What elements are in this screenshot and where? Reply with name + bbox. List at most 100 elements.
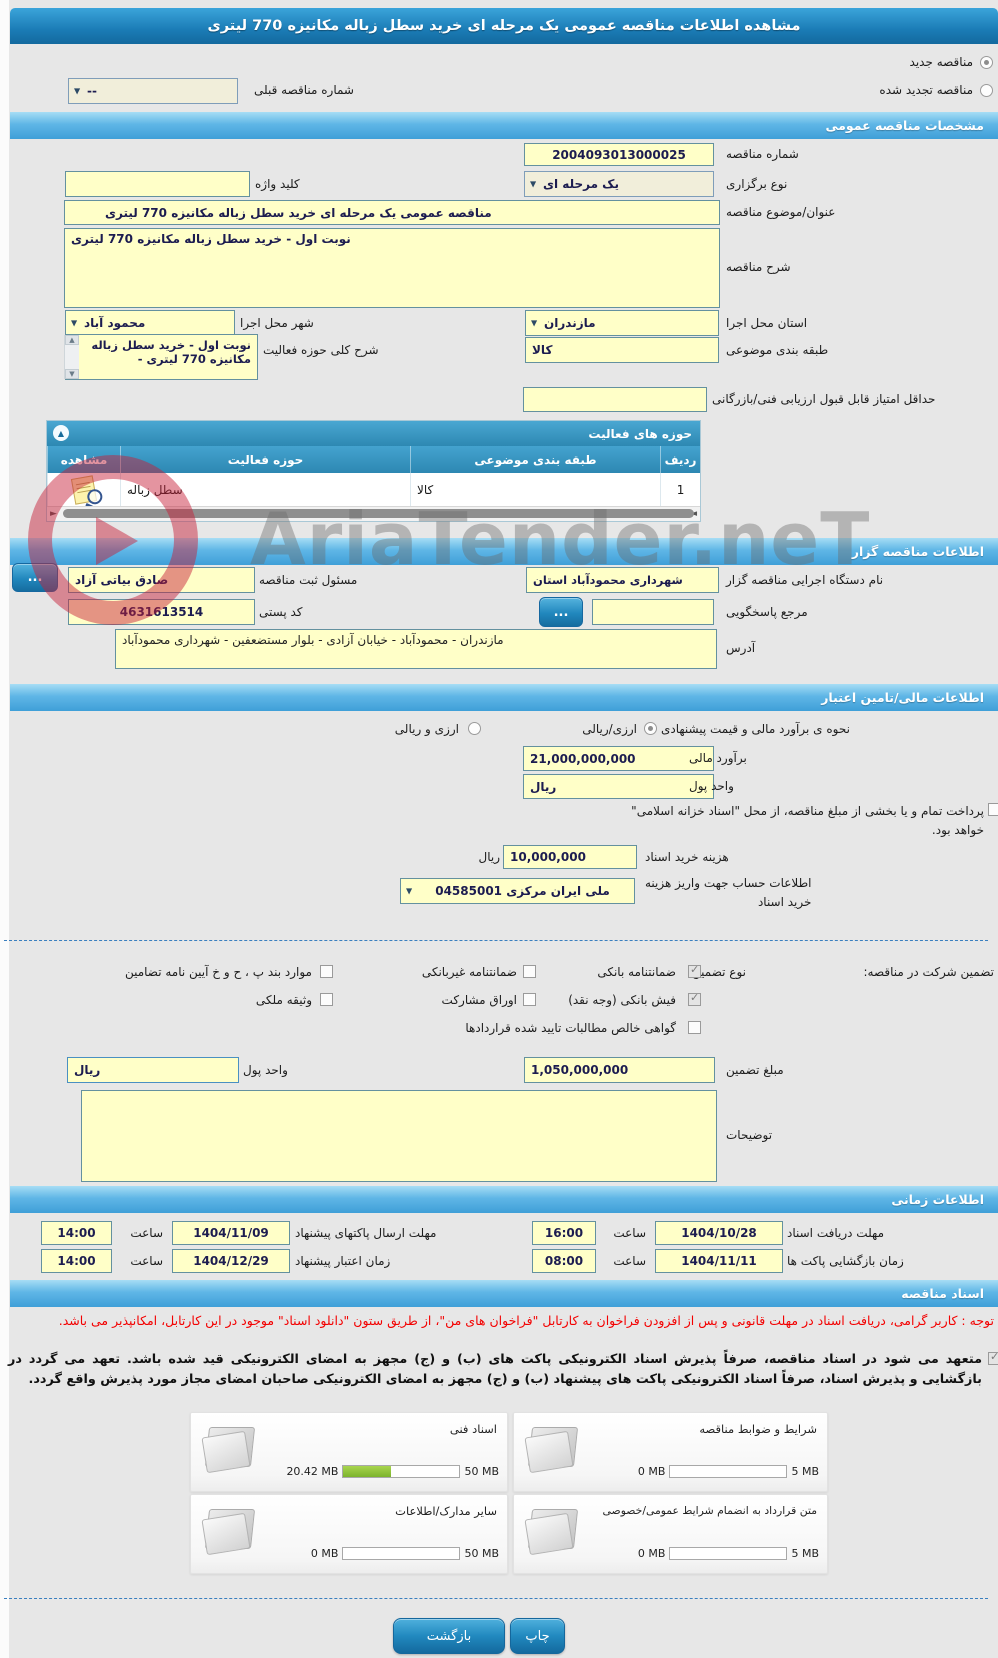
deadline-envelopes-time[interactable]: 14:00 [41, 1221, 112, 1245]
doc-fee-label: هزینه خرید اسناد [645, 850, 729, 864]
scrollbar-thumb[interactable] [63, 509, 694, 518]
previous-tender-select[interactable]: -- ▼ [68, 78, 238, 104]
guarantee-amount-label: مبلغ تضمین [726, 1063, 784, 1077]
used-size: 0 MB [637, 1465, 666, 1478]
cell-index: 1 [660, 473, 700, 506]
scroll-left-icon[interactable]: ► [50, 509, 57, 519]
keyword-field[interactable] [65, 171, 250, 197]
guarantee-bonds-label: اوراق مشارکت [441, 993, 517, 1007]
guarantee-regulation-label: موارد بند پ ، ح و خ آیین نامه تضامین [124, 965, 312, 979]
currency-field[interactable]: ریال [523, 774, 714, 799]
address-field[interactable]: مازندران - محمودآباد - خیابان آزادی - بل… [115, 629, 717, 669]
validity-date[interactable]: 1404/12/29 [172, 1249, 290, 1273]
max-size: 5 MB [791, 1465, 819, 1478]
section-general-header: مشخصات مناقصه عمومی [10, 112, 998, 139]
deadline-docs-date[interactable]: 1404/10/28 [655, 1221, 783, 1245]
method-rial-radio[interactable] [644, 722, 657, 735]
treasury-checkbox[interactable] [988, 803, 998, 816]
account-select[interactable]: ملی ایران مرکزی 04585001 ▼ [400, 878, 635, 904]
activity-scope-scrollbar[interactable]: ▲ ▼ [64, 335, 79, 379]
reference-field[interactable] [592, 599, 714, 625]
guarantee-claims-checkbox[interactable] [688, 1021, 701, 1034]
magnifier-icon [86, 487, 104, 505]
chevron-down-icon: ▼ [74, 86, 81, 96]
guarantee-bank-checkbox[interactable] [688, 963, 701, 978]
method-both-label: ارزی و ریالی [394, 722, 459, 736]
opening-time-label: زمان بازگشایی پاکت ها [787, 1254, 904, 1268]
guarantee-nonbank-checkbox[interactable] [523, 965, 536, 978]
chevron-down-icon: ▼ [71, 318, 78, 328]
deadline-docs-time[interactable]: 16:00 [532, 1221, 596, 1245]
upload-technical-title: اسناد فنی [449, 1422, 497, 1436]
registrar-label: مسئول ثبت مناقصه [259, 573, 358, 587]
new-tender-radio[interactable] [980, 56, 993, 69]
guarantee-cash-checkbox[interactable] [688, 991, 701, 1006]
cell-activity: سطل زباله [120, 473, 410, 506]
activity-table: حوزه های فعالیت ▲ ردیف طبقه بندی موضوعی … [46, 420, 701, 522]
agency-name-label: نام دستگاه اجرایی مناقصه گزار [726, 573, 884, 587]
view-document-icon[interactable] [70, 474, 104, 505]
table-horizontal-scrollbar[interactable]: ◄ ► [47, 506, 700, 521]
opening-time[interactable]: 08:00 [532, 1249, 596, 1273]
subject-field[interactable]: مناقصه عمومی یک مرحله ای خرید سطل زباله … [64, 200, 720, 225]
guarantee-regulation-checkbox[interactable] [320, 965, 333, 978]
renewed-tender-radio[interactable] [980, 84, 993, 97]
max-size: 50 MB [464, 1547, 499, 1560]
postal-code-field[interactable]: 4631613514 [68, 599, 255, 625]
progress-bar [669, 1547, 788, 1560]
upload-card-other[interactable]: سایر مدارک/اطلاعات 0 MB 50 MB [190, 1494, 508, 1574]
reference-more-button[interactable]: ... [539, 597, 583, 627]
category-label: طبقه بندی موضوعی [726, 343, 829, 357]
page-title: مشاهده اطلاعات مناقصه عمومی یک مرحله ای … [10, 8, 998, 44]
used-size: 20.42 MB [286, 1465, 339, 1478]
max-size: 50 MB [464, 1465, 499, 1478]
upload-card-terms[interactable]: شرایط و ضوابط مناقصه 0 MB 5 MB [513, 1412, 828, 1492]
account-label: اطلاعات حساب جهت واریز هزینه خرید اسناد [645, 876, 812, 910]
doc-fee-field[interactable]: 10,000,000 [503, 845, 637, 869]
estimate-field[interactable]: 21,000,000,000 [523, 746, 714, 771]
deadline-envelopes-date[interactable]: 1404/11/09 [172, 1221, 290, 1245]
upload-terms-progress: 0 MB 5 MB [638, 1465, 819, 1478]
city-select[interactable]: محمود آباد ▼ [65, 310, 235, 336]
collapse-icon[interactable]: ▲ [53, 425, 69, 441]
holding-type-select[interactable]: یک مرحله ای ▼ [524, 171, 714, 197]
description-textarea[interactable]: نوبت اول - خرید سطل زباله مکانیزه 770 لی… [64, 228, 720, 308]
guarantee-property-checkbox[interactable] [320, 993, 333, 1006]
agency-name-field[interactable]: شهرداری محمودآباد استان [526, 567, 719, 593]
upload-card-contract[interactable]: متن قرارداد به انضمام شرایط عمومی/خصوصی … [513, 1494, 828, 1574]
guarantee-currency-label: واحد پول [243, 1063, 288, 1077]
deadline-docs-label: مهلت دریافت اسناد [787, 1226, 885, 1240]
scroll-up-icon[interactable]: ▲ [65, 335, 79, 345]
new-tender-label: مناقصه جدید [909, 55, 973, 69]
category-field[interactable]: کالا [525, 337, 719, 363]
registrar-field[interactable]: صادق بیاتی آزاد [68, 567, 255, 593]
back-button[interactable]: بازگشت [393, 1618, 505, 1654]
scroll-down-icon[interactable]: ▼ [65, 369, 79, 379]
folder-icon [524, 1427, 579, 1474]
tender-number-field[interactable]: 2004093013000025 [524, 143, 714, 166]
print-button[interactable]: چاپ [510, 1618, 565, 1654]
chevron-down-icon: ▼ [406, 886, 413, 896]
commitment-checkbox[interactable] [988, 1350, 998, 1365]
guarantee-bonds-checkbox[interactable] [523, 993, 536, 1006]
activity-scope-textarea[interactable]: نوبت اول - خرید سطل زباله مکانیزه 770 لی… [65, 334, 258, 380]
opening-date[interactable]: 1404/11/11 [655, 1249, 783, 1273]
guarantee-amount-field[interactable]: 1,050,000,000 [524, 1057, 715, 1083]
guarantee-currency-field[interactable]: ریال [67, 1057, 239, 1083]
activity-scope-label: شرح کلی حوزه فعالیت [263, 343, 379, 357]
upload-contract-title: متن قرارداد به انضمام شرایط عمومی/خصوصی [602, 1504, 817, 1517]
upload-card-technical[interactable]: اسناد فنی 20.42 MB 50 MB [190, 1412, 508, 1492]
chevron-down-icon: ▼ [530, 179, 537, 189]
method-both-radio[interactable] [468, 722, 481, 735]
registrar-more-button[interactable]: ... [12, 563, 58, 592]
province-select[interactable]: مازندران ▼ [525, 310, 719, 336]
validity-time[interactable]: 14:00 [41, 1249, 112, 1273]
activity-table-title: حوزه های فعالیت [588, 426, 692, 441]
min-score-label: حداقل امتیاز قابل قبول ارزیابی فنی/بازرگ… [712, 392, 936, 406]
min-score-field[interactable] [523, 387, 707, 412]
deadline-envelopes-time-label: ساعت [130, 1226, 163, 1240]
notes-textarea[interactable] [81, 1090, 717, 1182]
folder-icon [201, 1509, 256, 1556]
method-rial-label: ارزی/ریالی [582, 722, 637, 736]
holding-type-label: نوع برگزاری [726, 177, 788, 191]
